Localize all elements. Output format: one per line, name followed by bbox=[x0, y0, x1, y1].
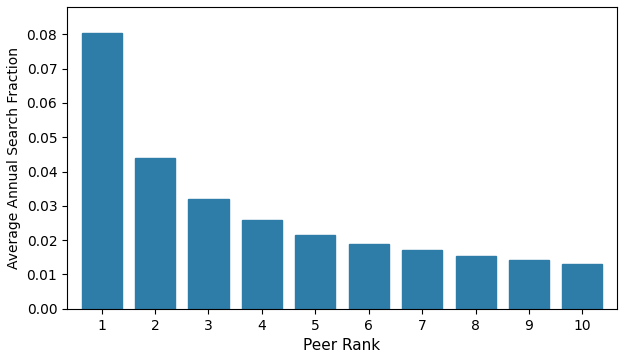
Bar bbox=[295, 235, 335, 309]
Bar bbox=[135, 158, 175, 309]
Y-axis label: Average Annual Search Fraction: Average Annual Search Fraction bbox=[7, 47, 21, 269]
Bar bbox=[188, 199, 228, 309]
Bar bbox=[349, 244, 389, 309]
Bar bbox=[456, 256, 495, 309]
Bar bbox=[82, 33, 122, 309]
Bar bbox=[242, 220, 282, 309]
Bar bbox=[562, 264, 602, 309]
Bar bbox=[509, 260, 549, 309]
X-axis label: Peer Rank: Peer Rank bbox=[303, 338, 381, 353]
Bar bbox=[402, 251, 442, 309]
